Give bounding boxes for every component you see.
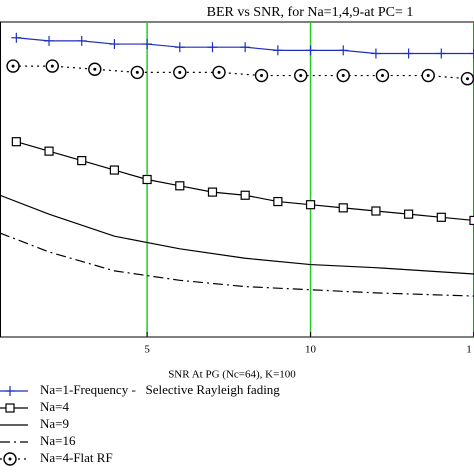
- marker-part: [217, 70, 221, 74]
- marker: [174, 42, 185, 53]
- marker: [44, 146, 54, 156]
- marker-part: [178, 70, 182, 74]
- marker: [6, 59, 20, 73]
- legend-label: Na=4-Flat RF: [40, 450, 113, 465]
- marker: [404, 209, 414, 219]
- series-line: [0, 194, 474, 275]
- marker-part: [11, 64, 15, 68]
- marker: [375, 68, 390, 83]
- marker: [469, 48, 474, 59]
- marker: [254, 68, 269, 83]
- marker: [3, 452, 17, 466]
- marker: [436, 212, 446, 222]
- marker: [175, 181, 185, 191]
- marker-part: [260, 74, 264, 78]
- marker: [240, 42, 251, 53]
- marker: [436, 48, 447, 59]
- marker-part: [341, 74, 345, 78]
- marker: [109, 165, 120, 175]
- marker-part: [299, 74, 303, 78]
- x-tick-label: 1: [466, 344, 472, 356]
- marker: [212, 65, 226, 80]
- legend-label: Na=9: [40, 416, 69, 431]
- legend-label: Na=1-Frequency - Selective Rayleigh fadi…: [40, 382, 280, 397]
- chart-title: BER vs SNR, for Na=1,4,9-at PC= 1: [207, 5, 414, 20]
- series-line: [16, 141, 474, 222]
- marker: [338, 203, 348, 213]
- marker: [45, 59, 60, 73]
- series-line: [0, 232, 474, 297]
- marker-part: [465, 77, 469, 81]
- marker: [207, 187, 218, 197]
- marker: [130, 65, 144, 80]
- marker: [460, 72, 474, 86]
- marker: [294, 68, 308, 83]
- marker: [142, 174, 152, 185]
- marker: [338, 45, 349, 56]
- marker-part: [8, 457, 12, 461]
- marker: [240, 190, 250, 200]
- marker-part: [426, 74, 430, 78]
- marker: [421, 68, 435, 83]
- legend-label: Na=16: [40, 433, 76, 448]
- plot-frame: [0, 21, 474, 338]
- marker: [5, 386, 15, 396]
- x-tick-label: 5: [144, 344, 150, 356]
- marker: [76, 35, 87, 46]
- marker: [272, 45, 283, 56]
- marker: [173, 65, 187, 80]
- marker: [403, 48, 414, 59]
- x-tick-label: 10: [305, 344, 317, 356]
- marker: [469, 215, 474, 226]
- marker: [5, 403, 15, 413]
- marker: [142, 39, 153, 50]
- marker: [88, 62, 102, 76]
- marker: [109, 39, 120, 50]
- marker: [207, 42, 218, 53]
- marker: [11, 137, 21, 147]
- marker: [370, 48, 381, 59]
- legend-label: Na=4: [40, 399, 69, 414]
- x-axis-label: SNR At PG (Nc=64), K=100: [168, 369, 296, 381]
- marker-part: [380, 74, 384, 78]
- marker: [305, 200, 316, 210]
- marker-part: [135, 70, 139, 74]
- marker: [44, 35, 55, 46]
- series-line: [13, 65, 468, 80]
- marker: [11, 32, 22, 43]
- marker-part: [50, 64, 54, 68]
- marker: [305, 45, 316, 56]
- marker: [371, 206, 381, 216]
- marker: [77, 156, 87, 166]
- marker: [273, 196, 283, 207]
- marker-part: [93, 67, 97, 71]
- marker: [336, 68, 350, 83]
